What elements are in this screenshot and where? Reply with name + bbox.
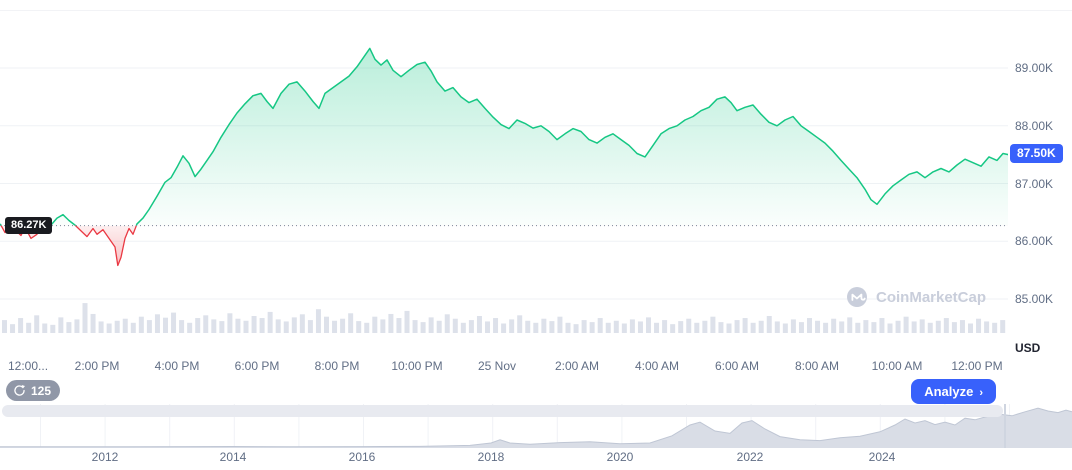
x-axis-label: 12:00... bbox=[8, 359, 49, 373]
x-axis-label: 8:00 AM bbox=[794, 359, 840, 373]
x-axis-label: 2:00 AM bbox=[554, 359, 600, 373]
y-axis-label: 86.00K bbox=[1015, 234, 1054, 249]
navigator-year-label: 2012 bbox=[91, 450, 119, 464]
top-divider bbox=[0, 10, 1072, 11]
currency-label: USD bbox=[1015, 341, 1041, 355]
price-chart[interactable] bbox=[0, 0, 1008, 355]
history-icon bbox=[14, 385, 25, 396]
x-axis: 12:00... 2:00 PM 4:00 PM 6:00 PM 8:00 PM 10:0… bbox=[0, 359, 1008, 375]
area-down bbox=[0, 225, 1008, 266]
analyze-button[interactable]: Analyze › bbox=[911, 379, 996, 404]
x-axis-label: 6:00 AM bbox=[714, 359, 760, 373]
volume-bars bbox=[2, 303, 1006, 333]
navigator-year-label: 2022 bbox=[736, 450, 764, 464]
x-axis-label: 4:00 PM bbox=[154, 359, 200, 373]
y-axis: 89.00K 88.00K 87.00K 86.00K 85.00K 87.50K US… bbox=[1008, 0, 1072, 355]
current-price-badge: 87.50K bbox=[1010, 144, 1063, 163]
navigator-handle[interactable] bbox=[1004, 404, 1006, 448]
navigator-year-label: 2024 bbox=[868, 450, 896, 464]
timeline-navigator[interactable] bbox=[0, 404, 1072, 448]
analyze-label: Analyze bbox=[924, 384, 974, 399]
navigator-year-label: 2016 bbox=[348, 450, 376, 464]
x-axis-label: 10:00 PM bbox=[391, 359, 443, 373]
navigator-chart[interactable] bbox=[0, 404, 1072, 448]
navigator-year-axis: 2012 2014 2016 2018 2020 2022 2024 bbox=[0, 450, 1072, 466]
navigator-year-label: 2018 bbox=[477, 450, 505, 464]
y-axis-label: 89.00K bbox=[1015, 61, 1054, 75]
x-axis-label: 10:00 AM bbox=[871, 359, 923, 373]
navigator-year-label: 2020 bbox=[606, 450, 634, 464]
chevron-right-icon: › bbox=[979, 386, 983, 399]
history-count-badge[interactable]: 125 bbox=[6, 380, 61, 401]
price-line-up bbox=[0, 47, 1008, 226]
x-axis-label: 12:00 PM bbox=[951, 359, 1003, 373]
y-axis-label: 88.00K bbox=[1015, 118, 1054, 133]
x-axis-label: 6:00 PM bbox=[234, 359, 280, 373]
coinmarketcap-logo-icon bbox=[847, 287, 867, 307]
x-axis-label: 8:00 PM bbox=[314, 359, 360, 373]
baseline-price-badge: 86.27K bbox=[5, 217, 53, 234]
watermark-text: CoinMarketCap bbox=[876, 288, 987, 306]
navigator-year-label: 2014 bbox=[219, 450, 247, 464]
y-axis-label: 85.00K bbox=[1015, 292, 1054, 306]
x-axis-label: 4:00 AM bbox=[634, 359, 680, 373]
y-axis-label: 87.00K bbox=[1015, 176, 1054, 191]
navigator-area bbox=[0, 408, 1072, 448]
x-axis-label: 2:00 PM bbox=[74, 359, 120, 373]
coinmarketcap-watermark: CoinMarketCap bbox=[845, 285, 986, 309]
history-count: 125 bbox=[31, 383, 52, 398]
navigator-scrollbar-thumb[interactable] bbox=[2, 405, 1003, 417]
x-axis-label: 25 Nov bbox=[477, 359, 517, 373]
area-up bbox=[0, 48, 1008, 226]
price-line-down bbox=[0, 225, 138, 267]
